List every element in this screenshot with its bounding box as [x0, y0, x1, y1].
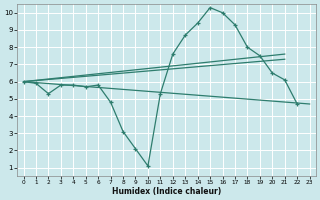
X-axis label: Humidex (Indice chaleur): Humidex (Indice chaleur) [112, 187, 221, 196]
